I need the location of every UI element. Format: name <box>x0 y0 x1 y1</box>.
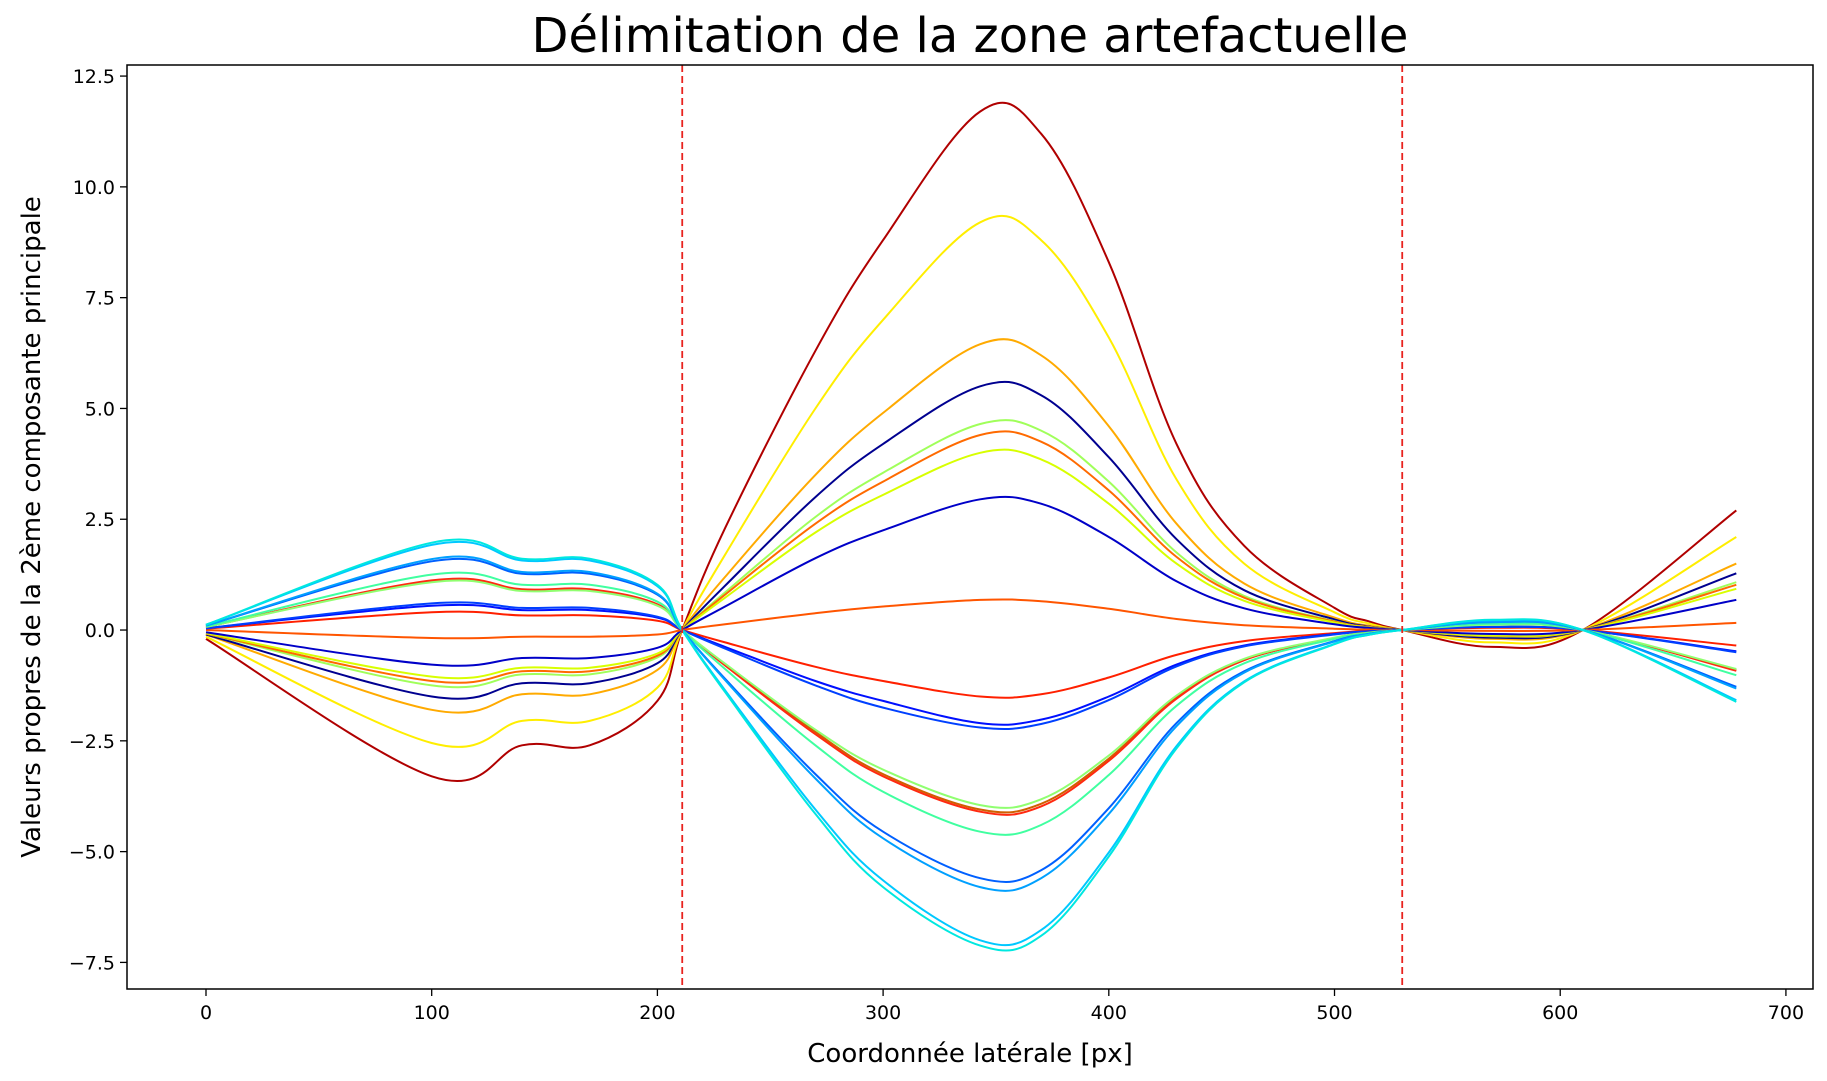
y-tick-label: −2.5 <box>69 731 115 753</box>
series-line-6 <box>205 430 1737 684</box>
y-tick-label: 7.5 <box>85 288 115 310</box>
y-axis-label: Valeurs propres de la 2ème composante pr… <box>17 196 47 858</box>
y-tick-label: 12.5 <box>73 66 115 88</box>
x-axis-label: Coordonnée latérale [px] <box>807 1039 1132 1069</box>
plot-lines <box>205 101 1737 952</box>
x-tick-label: 600 <box>1542 1002 1578 1024</box>
series-line-3 <box>205 338 1737 714</box>
series-line-1 <box>205 101 1737 783</box>
series-line-4 <box>205 380 1737 700</box>
x-tick-label: 500 <box>1316 1002 1352 1024</box>
x-tick-label: 700 <box>1768 1002 1804 1024</box>
series-line-17 <box>205 557 1737 883</box>
series-line-2 <box>205 214 1737 748</box>
x-tick-label: 200 <box>639 1002 675 1024</box>
plot-frame <box>126 64 1814 990</box>
vertical-lines <box>681 65 1404 989</box>
y-tick-label: 5.0 <box>85 398 115 420</box>
y-axis: −7.5 −5.0 −2.5 0.0 2.5 5.0 7.5 10.0 12.5 <box>69 66 127 974</box>
x-tick-label: 0 <box>200 1002 212 1024</box>
x-tick-label: 300 <box>865 1002 901 1024</box>
series-line-7 <box>205 448 1737 680</box>
x-tick-label: 400 <box>1091 1002 1127 1024</box>
y-tick-label: 10.0 <box>73 177 115 199</box>
y-tick-label: 0.0 <box>85 620 115 642</box>
y-tick-label: −7.5 <box>69 952 115 974</box>
x-axis: 0 100 200 300 400 500 600 700 <box>200 989 1804 1024</box>
y-tick-label: −5.0 <box>69 842 115 864</box>
x-tick-label: 100 <box>414 1002 450 1024</box>
chart-title: Délimitation de la zone artefactuelle <box>532 8 1409 64</box>
series-line-15 <box>205 579 1737 809</box>
series-line-18 <box>205 555 1737 892</box>
y-tick-label: 2.5 <box>85 509 115 531</box>
